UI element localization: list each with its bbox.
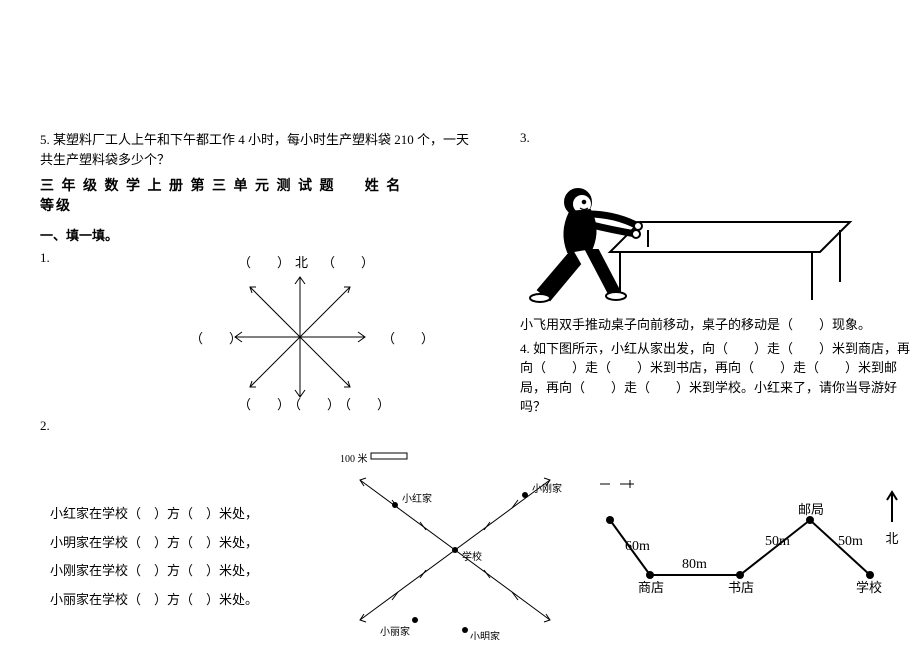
node-school: 学校 <box>856 580 882 595</box>
dist-1: 60m <box>625 539 650 554</box>
label-gang: 小刚家 <box>532 482 562 495</box>
name-label: 姓 名 <box>365 179 403 194</box>
left-column: 5. 某塑料厂工人上午和下午都工作 4 小时，每小时生产塑料袋 210 个，一天… <box>40 130 480 434</box>
school-cross-map: 小红家 小刚家 学校 小丽家 小明家 <box>320 450 590 640</box>
question-2-number: 2. <box>40 418 480 434</box>
q2-line-3: 小刚家在学校（ ）方（ ）米处， <box>50 557 310 586</box>
dist-3: 50m <box>765 534 790 549</box>
question-3-text: 小飞用双手推动桌子向前移动，桌子的移动是（ ）现象。 <box>520 315 920 335</box>
compass-blank-s: （ ） <box>288 394 340 413</box>
q2-line-2: 小明家在学校（ ）方（ ）米处， <box>50 529 310 558</box>
compass-diagram: （ ） 北 （ ） （ ） （ ） （ ） （ ） （ ） <box>130 252 470 412</box>
bottom-diagrams: 100 米 小红家在学校（ ）方（ ）米处， 小明家在学校（ ）方（ ）米处， … <box>40 450 910 650</box>
section-1-title: 一、填一填。 <box>40 225 480 244</box>
question-3-number: 3. <box>520 130 920 146</box>
north-text: 北 <box>884 528 900 547</box>
dist-2: 80m <box>682 557 707 572</box>
compass-blank-sw: （ ） <box>238 394 290 413</box>
grade-label: 等级 <box>40 195 480 215</box>
compass-blank-nw: （ ） <box>238 252 290 271</box>
path-map: 60m 80m 50m 50m 商店 书店 邮局 学校 <box>600 480 890 620</box>
label-hong: 小红家 <box>402 492 432 505</box>
label-ming: 小明家 <box>470 630 500 640</box>
boy-pushing-table-illustration <box>520 152 860 307</box>
test-title: 三 年 级 数 学 上 册 第 三 单 元 测 试 题 <box>40 179 336 194</box>
question-5: 5. 某塑料厂工人上午和下午都工作 4 小时，每小时生产塑料袋 210 个，一天… <box>40 130 480 169</box>
node-bookstore: 书店 <box>728 580 754 595</box>
right-column: 3. <box>520 130 920 417</box>
dist-4: 50m <box>838 534 863 549</box>
north-arrow-icon <box>884 490 900 524</box>
compass-north-label: 北 <box>295 252 308 271</box>
node-shop: 商店 <box>638 580 664 595</box>
q2-line-4: 小丽家在学校（ ）方（ ）米处。 <box>50 586 310 615</box>
label-school: 学校 <box>462 550 482 563</box>
compass-blank-e: （ ） <box>382 328 434 347</box>
compass-blank-se: （ ） <box>338 394 390 413</box>
test-title-line: 三 年 级 数 学 上 册 第 三 单 元 测 试 题 姓 名 <box>40 175 480 195</box>
question-4-text: 4. 如下图所示，小红从家出发，向（ ）走（ ）米到商店，再向（ ）走（ ）米到… <box>520 339 920 417</box>
label-li: 小丽家 <box>380 625 410 638</box>
compass-blank-w: （ ） <box>190 328 242 347</box>
north-indicator: 北 <box>884 490 900 547</box>
compass-blank-ne: （ ） <box>322 252 374 271</box>
node-post: 邮局 <box>798 502 824 517</box>
q2-line-1: 小红家在学校（ ）方（ ）米处， <box>50 500 310 529</box>
question-2-lines: 小红家在学校（ ）方（ ）米处， 小明家在学校（ ）方（ ）米处， 小刚家在学校… <box>50 500 310 614</box>
